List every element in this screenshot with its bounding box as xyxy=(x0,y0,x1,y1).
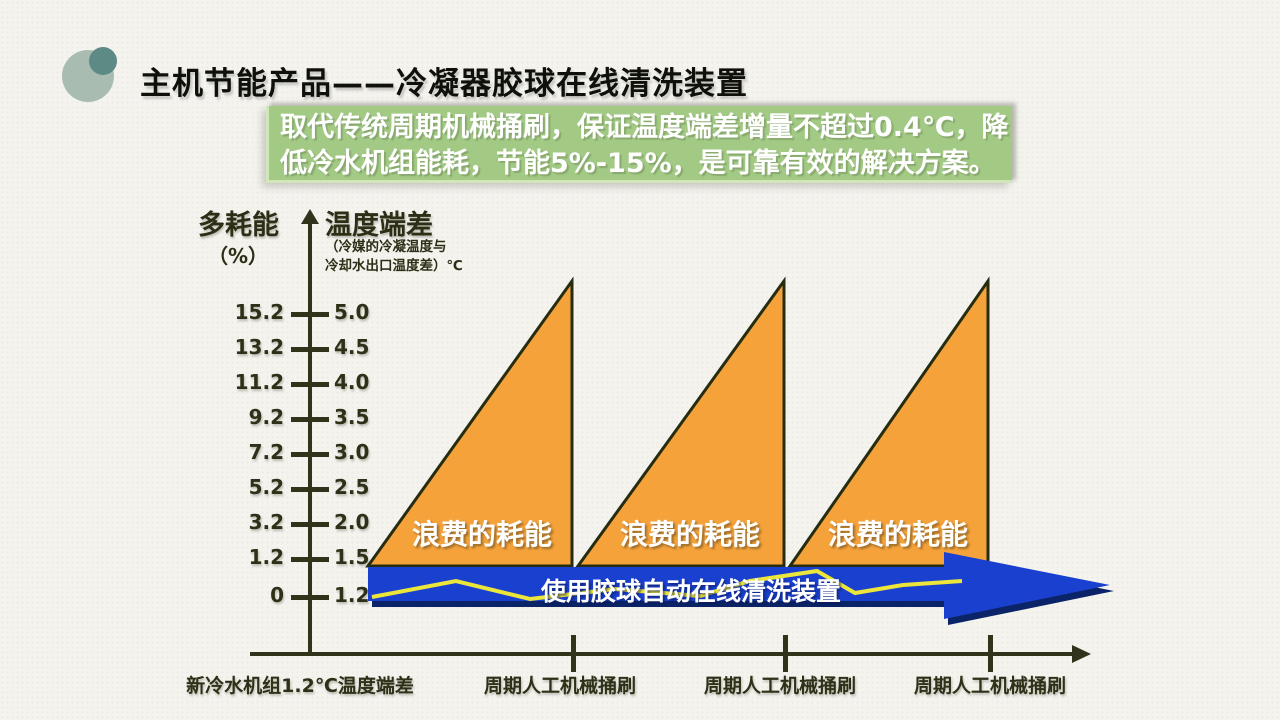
y-tick-mark xyxy=(291,347,329,352)
left-tick-label: 11.2 xyxy=(234,370,284,394)
wasted-energy-label-2: 浪费的耗能 xyxy=(619,518,760,551)
banner-line-2: 低冷水机组能耗，节能5%-15%，是可靠有效的解决方案。 xyxy=(280,148,996,179)
right-tick-label: 4.0 xyxy=(334,370,370,394)
x-axis-arrowhead-icon xyxy=(1072,645,1091,663)
x-tick-mark xyxy=(988,635,993,672)
logo-circle-small-icon xyxy=(89,47,117,75)
right-axis-title: 温度端差 xyxy=(325,210,433,241)
x-axis-line xyxy=(250,652,1074,656)
right-tick-label: 1.2 xyxy=(334,583,370,607)
y-tick-mark xyxy=(291,595,329,600)
y-axis-line xyxy=(308,222,312,654)
y-tick-mark xyxy=(291,522,329,527)
right-tick-label: 3.5 xyxy=(334,405,370,429)
y-tick-mark xyxy=(291,487,329,492)
left-axis-unit: （%） xyxy=(208,244,269,268)
right-tick-label: 4.5 xyxy=(334,335,370,359)
x-label-new-chiller: 新冷水机组1.2℃温度端差 xyxy=(186,675,414,697)
x-label-brushing-2: 周期人工机械捅刷 xyxy=(703,675,856,697)
right-tick-label: 5.0 xyxy=(334,300,370,324)
left-tick-label: 9.2 xyxy=(248,405,284,429)
x-label-brushing-1: 周期人工机械捅刷 xyxy=(483,675,636,697)
wasted-energy-label-1: 浪费的耗能 xyxy=(411,518,552,551)
page-title: 主机节能产品——冷凝器胶球在线清洗装置 xyxy=(140,66,748,102)
x-tick-mark xyxy=(571,635,576,672)
right-axis-note-line-2: 冷却水出口温度差）℃ xyxy=(325,258,463,274)
left-tick-label: 3.2 xyxy=(248,510,284,534)
left-tick-label: 0 xyxy=(270,583,284,607)
right-axis-note: （冷媒的冷凝温度与 冷却水出口温度差）℃ xyxy=(325,238,463,276)
left-tick-label: 15.2 xyxy=(234,300,284,324)
right-tick-label: 1.5 xyxy=(334,545,370,569)
left-axis-title: 多耗能 xyxy=(198,210,279,241)
y-tick-mark xyxy=(291,417,329,422)
y-tick-mark xyxy=(291,452,329,457)
x-label-brushing-3: 周期人工机械捅刷 xyxy=(913,675,1066,697)
left-tick-label: 13.2 xyxy=(234,335,284,359)
y-tick-mark xyxy=(291,557,329,562)
right-tick-label: 3.0 xyxy=(334,440,370,464)
right-tick-label: 2.5 xyxy=(334,475,370,499)
right-axis-note-line-1: （冷媒的冷凝温度与 xyxy=(325,239,447,255)
left-tick-label: 7.2 xyxy=(248,440,284,464)
left-tick-label: 1.2 xyxy=(248,545,284,569)
cleaning-device-arrow-label: 使用胶球自动在线清洗装置 xyxy=(540,577,841,606)
right-tick-label: 2.0 xyxy=(334,510,370,534)
x-tick-mark xyxy=(783,635,788,672)
y-tick-mark xyxy=(291,382,329,387)
y-tick-mark xyxy=(291,312,329,317)
left-tick-label: 5.2 xyxy=(248,475,284,499)
summary-banner: 取代传统周期机械捅刷，保证温度端差增量不超过0.4℃，降 低冷水机组能耗，节能5… xyxy=(266,106,1012,183)
wasted-energy-label-3: 浪费的耗能 xyxy=(827,518,968,551)
y-axis-arrowhead-icon xyxy=(301,209,319,224)
banner-line-1: 取代传统周期机械捅刷，保证温度端差增量不超过0.4℃，降 xyxy=(280,112,1009,143)
